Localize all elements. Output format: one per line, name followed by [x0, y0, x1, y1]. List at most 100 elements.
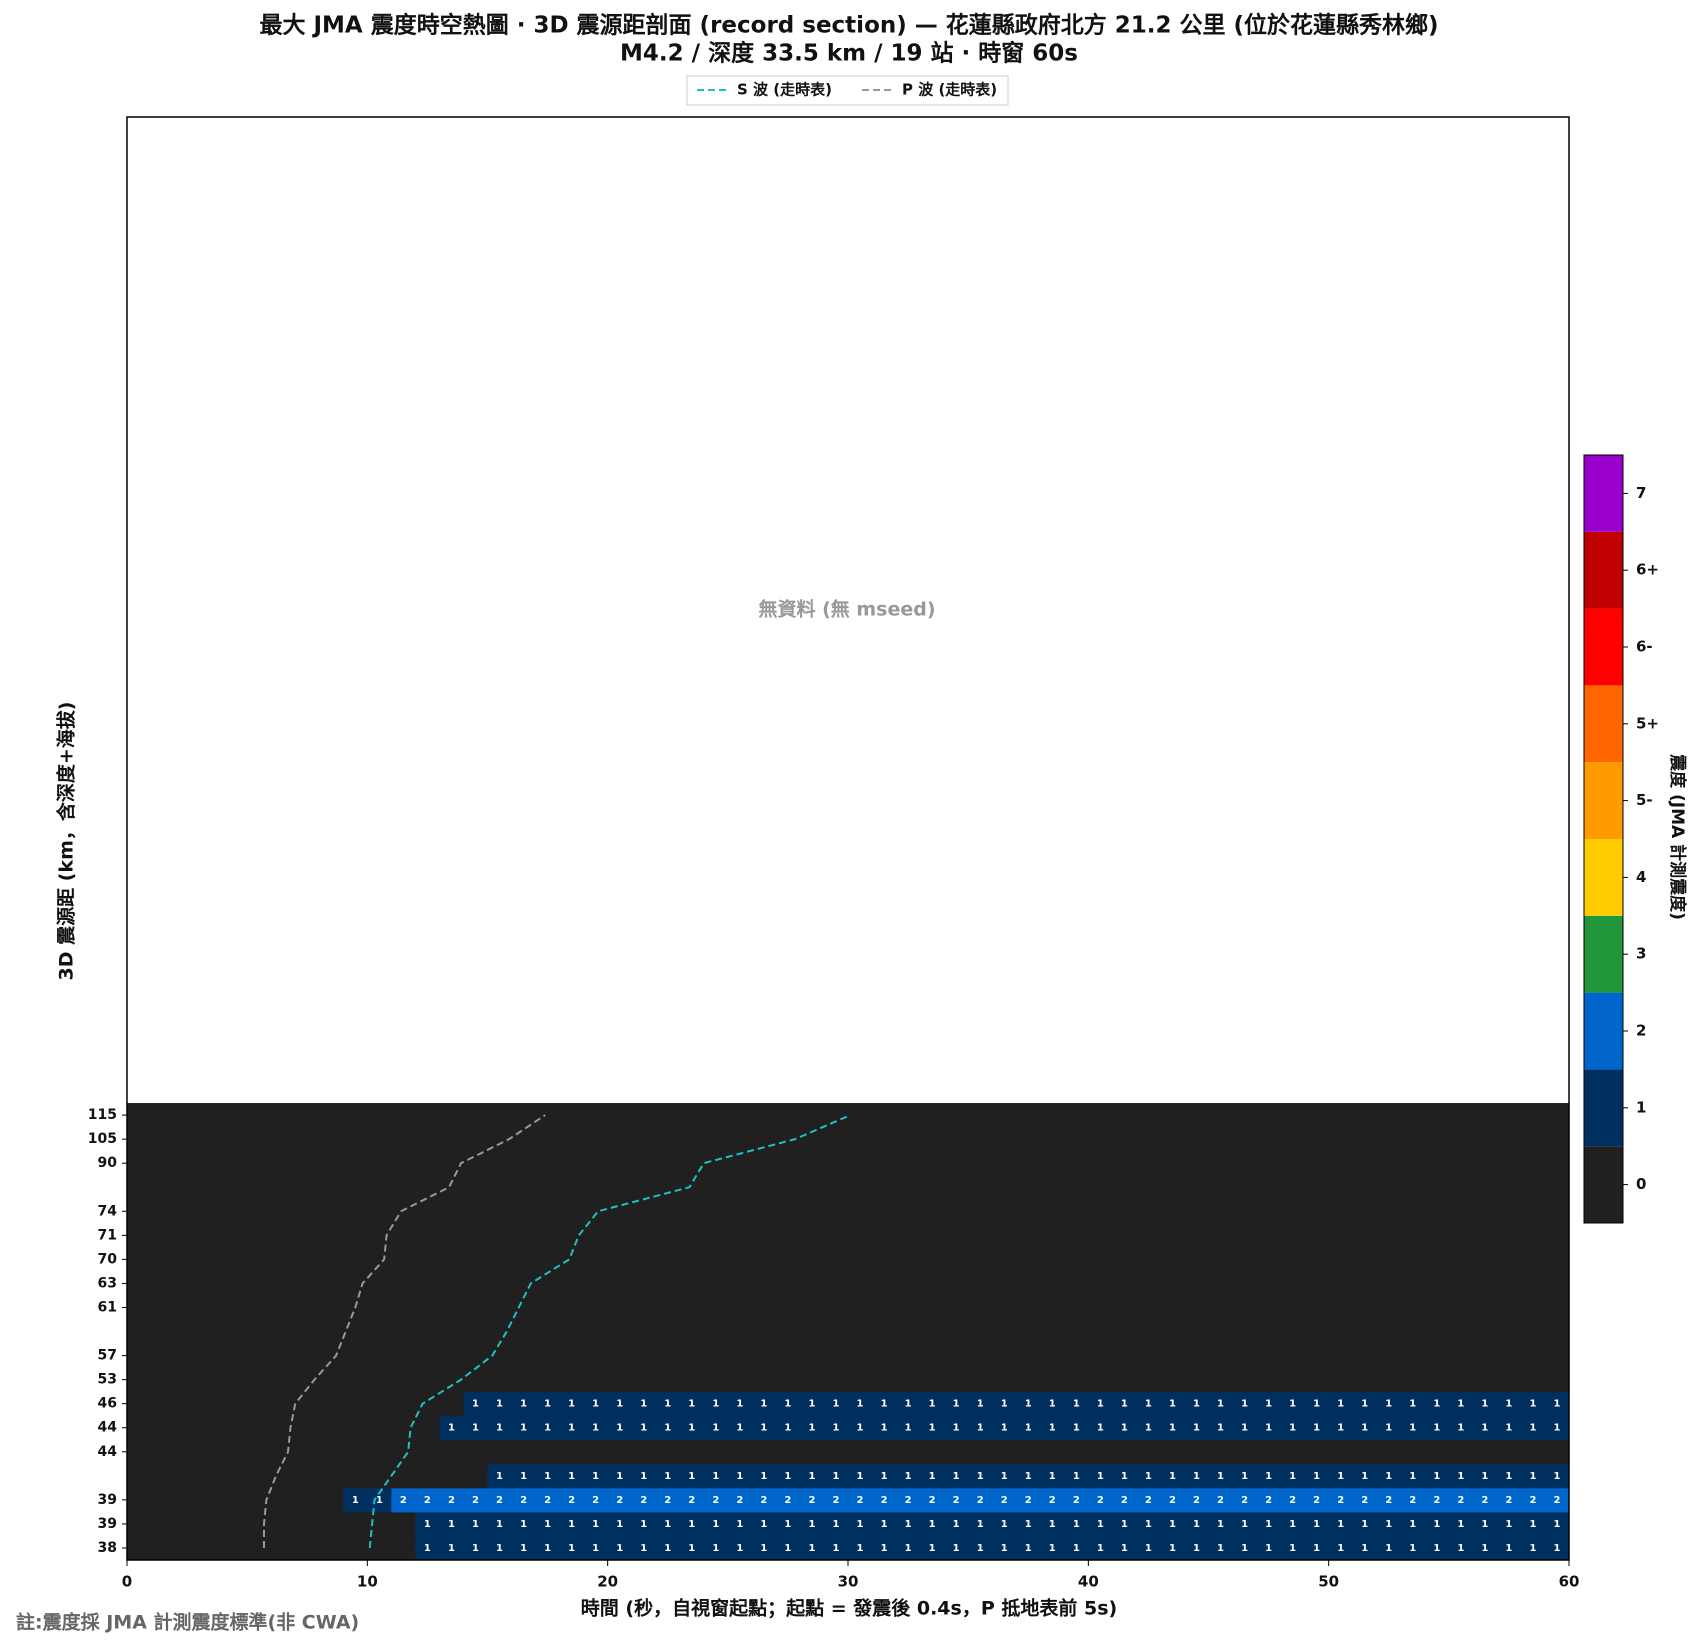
cell-label: 2: [1433, 1495, 1440, 1506]
heat-cell: [1208, 1439, 1234, 1465]
heat-cell: [823, 1463, 849, 1489]
y-tick-label: 74: [98, 1203, 118, 1219]
heat-cell: [367, 1151, 392, 1176]
heat-cell: [415, 1247, 440, 1272]
heat-cell: [247, 1151, 272, 1176]
heat-cell: [775, 1223, 801, 1248]
heat-cell: [1016, 1175, 1041, 1200]
heat-cell: [271, 1103, 296, 1128]
cell-label: 2: [592, 1495, 599, 1506]
colorbar-tick-label: 3: [1636, 945, 1646, 963]
cell-label: 1: [1217, 1519, 1224, 1530]
cell-label: 2: [544, 1495, 551, 1506]
heat-cell: [127, 1127, 152, 1152]
heat-cell: [799, 1151, 825, 1176]
heat-cell: [872, 1343, 897, 1369]
heat-cell: [1160, 1487, 1185, 1513]
heat-cell: [823, 1367, 849, 1393]
heat-cell: [487, 1247, 513, 1272]
heat-cell: [1136, 1319, 1161, 1345]
colorbar-tick-label: 5-: [1636, 791, 1653, 809]
heat-cell: [1376, 1319, 1402, 1345]
cell-label: 1: [905, 1399, 912, 1410]
heat-cell: [1400, 1439, 1426, 1465]
heat-cell: [799, 1247, 825, 1272]
heat-cell: [823, 1103, 849, 1128]
heat-cell: [559, 1367, 585, 1393]
heat-cell: [1184, 1271, 1209, 1296]
heat-cell: [679, 1463, 705, 1489]
heat-cell: [199, 1199, 224, 1224]
cell-label: 1: [1361, 1399, 1368, 1410]
heat-cell: [1064, 1439, 1089, 1465]
cell-label: 1: [640, 1471, 647, 1482]
heat-cell: [559, 1511, 585, 1537]
heat-cell: [1112, 1295, 1137, 1320]
cell-label: 1: [616, 1471, 623, 1482]
heat-cell: [1520, 1295, 1546, 1320]
heat-cell: [1232, 1151, 1258, 1176]
heat-cell: [1088, 1439, 1113, 1465]
heat-cell: [896, 1343, 921, 1369]
cell-label: 1: [1529, 1423, 1536, 1434]
cell-label: 2: [1073, 1495, 1080, 1506]
heat-cell: [799, 1511, 825, 1537]
heat-cell: [511, 1175, 537, 1200]
y-axis-label: 3D 震源距 (km，含深度+海拔): [55, 702, 78, 981]
heat-cell: [799, 1103, 825, 1128]
heat-cell: [1256, 1127, 1282, 1152]
cell-label: 2: [1361, 1495, 1368, 1506]
cell-label: 1: [1289, 1543, 1296, 1554]
heat-cell: [1448, 1535, 1474, 1561]
heat-cell: [1328, 1463, 1354, 1489]
heat-cell: [511, 1415, 537, 1441]
heat-cell: [1424, 1103, 1450, 1128]
heat-cell: [607, 1391, 633, 1417]
cell-label: 1: [784, 1399, 791, 1410]
heat-cell: [775, 1295, 801, 1320]
heat-cell: [391, 1535, 416, 1561]
heat-cell: [1280, 1295, 1306, 1320]
heat-cell: [655, 1535, 681, 1561]
heat-cell: [607, 1271, 633, 1296]
cell-label: 1: [1073, 1399, 1080, 1410]
heat-cell: [1280, 1271, 1306, 1296]
heat-cell: [319, 1127, 344, 1152]
heat-cell: [295, 1463, 320, 1489]
cell-label: 1: [712, 1423, 719, 1434]
cell-label: 1: [1289, 1519, 1296, 1530]
heat-cell: [1184, 1343, 1209, 1369]
cell-label: 1: [808, 1399, 815, 1410]
heat-cell: [1064, 1223, 1089, 1248]
heat-cell: [1208, 1223, 1234, 1248]
heat-cell: [1112, 1271, 1137, 1296]
heat-cell: [968, 1295, 993, 1320]
heat-cell: [175, 1439, 200, 1465]
heat-cell: [1304, 1415, 1330, 1441]
heat-cell: [1136, 1439, 1161, 1465]
heat-cell: [487, 1343, 513, 1369]
heat-cell: [487, 1199, 513, 1224]
heat-cell: [1520, 1487, 1546, 1513]
heat-cell: [655, 1415, 681, 1441]
heat-cell: [1112, 1319, 1137, 1345]
cell-label: 1: [1121, 1423, 1128, 1434]
cell-label: 1: [784, 1543, 791, 1554]
heat-cell: [1544, 1151, 1570, 1176]
heat-cell: [295, 1511, 320, 1537]
heat-cell: [1256, 1223, 1282, 1248]
y-tick-label: 39: [98, 1492, 117, 1508]
cell-label: 1: [1505, 1519, 1512, 1530]
heat-cell: [823, 1535, 849, 1561]
heat-cell: [1040, 1199, 1065, 1224]
travel-time-line: [368, 1114, 851, 1549]
cell-label: 1: [1097, 1423, 1104, 1434]
heat-cell: [415, 1151, 440, 1176]
heat-cell: [343, 1223, 368, 1248]
heat-cell: [655, 1103, 681, 1128]
cell-label: 1: [568, 1399, 575, 1410]
heat-cell: [920, 1343, 945, 1369]
cell-label: 2: [496, 1495, 503, 1506]
colorbar-tick-label: 6+: [1636, 561, 1659, 579]
cell-label: 1: [857, 1519, 864, 1530]
